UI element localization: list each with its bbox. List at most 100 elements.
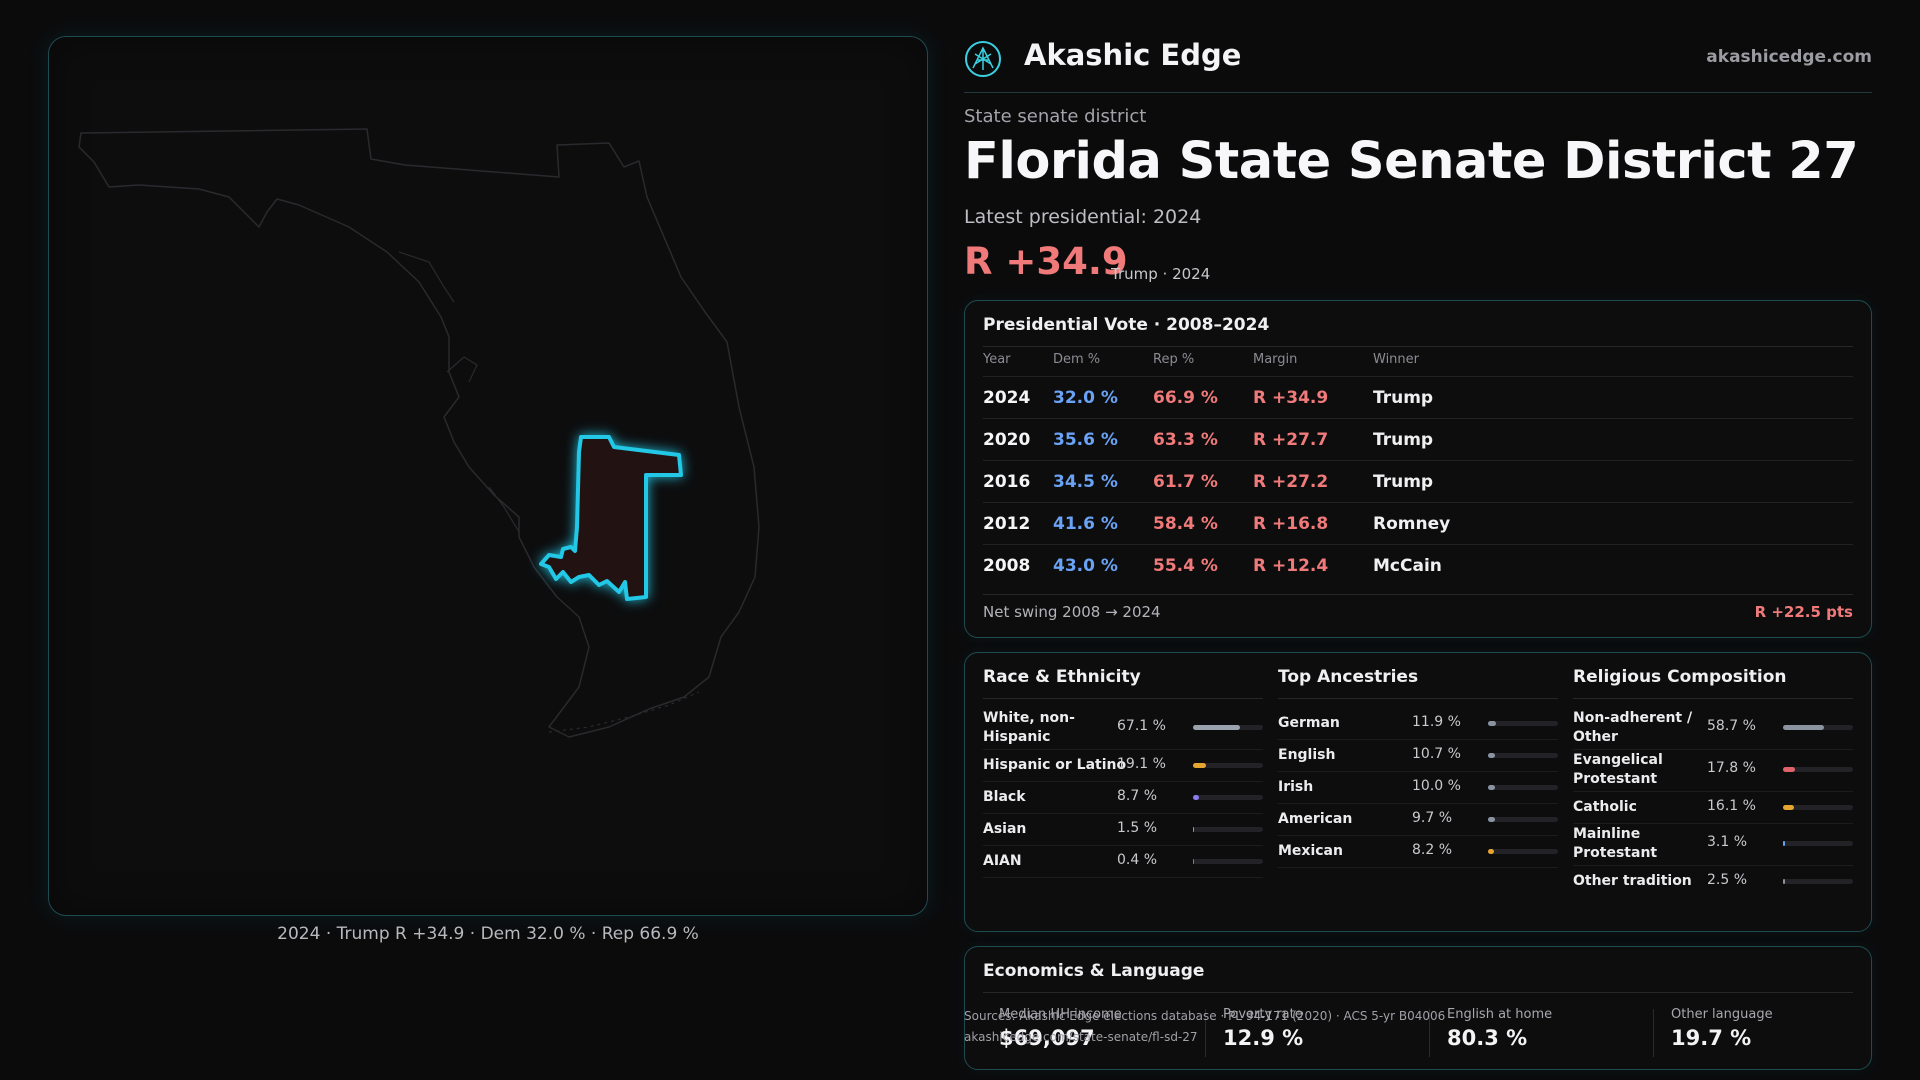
cell-dem: 35.6 % [1053, 430, 1118, 450]
cell-dem: 41.6 % [1053, 514, 1118, 534]
race-label: Black [983, 789, 1026, 805]
ancestry-pct: 10.0 % [1412, 778, 1461, 794]
stat-value: $69,097 [999, 1026, 1095, 1050]
stat-label: Median HH income [999, 1007, 1122, 1022]
right-column: Akashic Edge akashicedge.com State senat… [964, 36, 1872, 283]
race-row: Black 8.7 % [983, 781, 1263, 814]
headline-margin: R +34.9 [964, 240, 1128, 283]
swing-divider [983, 594, 1853, 595]
akashic-logo-icon[interactable] [964, 40, 1002, 78]
cell-dem: 43.0 % [1053, 556, 1118, 576]
stat-english-at-home: English at home 80.3 % [1447, 1007, 1647, 1050]
cell-year: 2020 [983, 430, 1031, 450]
cell-year: 2016 [983, 472, 1031, 492]
cell-winner: McCain [1373, 556, 1442, 576]
brand-url[interactable]: akashicedge.com [1706, 47, 1872, 67]
cell-year: 2024 [983, 388, 1031, 408]
ancestry-bar [1488, 753, 1558, 758]
card-divider [983, 346, 1853, 347]
stat-label: Poverty rate [1223, 1007, 1303, 1022]
table-row[interactable]: 2012 41.6 % 58.4 % R +16.8 Romney [983, 502, 1853, 545]
race-label: Hispanic or Latino [983, 757, 1127, 773]
cell-year: 2012 [983, 514, 1031, 534]
ancestry-bar [1488, 721, 1558, 726]
presidential-vote-card: Presidential Vote · 2008–2024 Year Dem %… [964, 300, 1872, 638]
religion-bar [1783, 879, 1853, 884]
table-row[interactable]: 2020 35.6 % 63.3 % R +27.7 Trump [983, 418, 1853, 461]
economics-card-title: Economics & Language [983, 961, 1205, 981]
ancestry-pct: 11.9 % [1412, 714, 1461, 730]
ancestry-label: German [1278, 715, 1340, 731]
religion-bar [1783, 805, 1853, 810]
religion-row: Evangelical Protestant 17.8 % [1573, 749, 1853, 792]
sources-footer: Sources: Akashic Edge elections database… [964, 1006, 1445, 1048]
ancestry-pct: 10.7 % [1412, 746, 1461, 762]
race-label: AIAN [983, 853, 1022, 869]
map-caption: 2024 · Trump R +34.9 · Dem 32.0 % · Rep … [277, 924, 699, 944]
religion-label: Mainline Protestant [1573, 826, 1658, 861]
religion-bar-fill [1783, 767, 1796, 772]
ancestry-pct: 9.7 % [1412, 810, 1453, 826]
keys-detail [548, 691, 700, 733]
cell-winner: Trump [1373, 388, 1434, 408]
cell-winner: Trump [1373, 472, 1434, 492]
stat-label: Other language [1671, 1007, 1773, 1022]
religion-label: Other tradition [1573, 873, 1692, 889]
sources-line: Sources: Akashic Edge elections database… [964, 1009, 1446, 1023]
religion-row: Mainline Protestant 3.1 % [1573, 823, 1853, 866]
cell-rep: 61.7 % [1153, 472, 1218, 492]
religion-pct: 16.1 % [1707, 798, 1756, 814]
col-header-dem: Dem % [1053, 352, 1101, 367]
ancestry-bar-fill [1488, 849, 1494, 854]
demographics-card: Race & Ethnicity White, non-Hispanic 67.… [964, 652, 1872, 932]
religion-bar [1783, 767, 1853, 772]
religion-bar-fill [1783, 879, 1785, 884]
cell-dem: 34.5 % [1053, 472, 1118, 492]
ancestry-row: Mexican 8.2 % [1278, 835, 1558, 868]
religion-bar [1783, 841, 1853, 846]
ancestry-label: Mexican [1278, 843, 1343, 859]
race-bar-fill [1193, 763, 1207, 768]
race-pct: 1.5 % [1117, 820, 1158, 836]
race-bar-fill [1193, 795, 1200, 800]
table-row[interactable]: 2016 34.5 % 61.7 % R +27.2 Trump [983, 460, 1853, 503]
col-header-rep: Rep % [1153, 352, 1195, 367]
florida-outline [78, 128, 760, 738]
col-header-year: Year [983, 352, 1011, 367]
district-27-shape[interactable] [539, 435, 683, 601]
brand-name[interactable]: Akashic Edge [1024, 38, 1242, 72]
religion-pct: 3.1 % [1707, 834, 1748, 850]
cell-winner: Romney [1373, 514, 1451, 534]
stat-separator [1429, 1009, 1430, 1057]
stat-label: English at home [1447, 1007, 1553, 1022]
ancestry-label: Irish [1278, 779, 1314, 795]
race-bar [1193, 725, 1263, 730]
religion-row: Other tradition 2.5 % [1573, 865, 1853, 897]
florida-map[interactable] [49, 37, 929, 917]
stat-separator [1205, 1009, 1206, 1057]
race-bar [1193, 763, 1263, 768]
cell-dem: 32.0 % [1053, 388, 1118, 408]
gulf-coast-detail [398, 251, 520, 533]
religion-pct: 58.7 % [1707, 718, 1756, 734]
ancestry-row: German 11.9 % [1278, 707, 1558, 740]
race-pct: 19.1 % [1117, 756, 1166, 772]
cell-margin: R +12.4 [1253, 556, 1329, 576]
source-url-link[interactable]: akashicedge.com/state-senate/fl-sd-27 [964, 1030, 1198, 1044]
stat-other-language: Other language 19.7 % [1671, 1007, 1871, 1050]
ancestry-bar-fill [1488, 753, 1496, 758]
race-label: White, non-Hispanic [983, 710, 1075, 745]
religion-bar-fill [1783, 841, 1786, 846]
stat-poverty-rate: Poverty rate 12.9 % [1223, 1007, 1423, 1050]
section-divider [1278, 698, 1558, 699]
ancestry-bar-fill [1488, 721, 1497, 726]
map-panel[interactable] [48, 36, 928, 916]
table-row[interactable]: 2008 43.0 % 55.4 % R +12.4 McCain [983, 544, 1853, 587]
card-divider [983, 992, 1853, 993]
net-swing-label: Net swing 2008 → 2024 [983, 603, 1161, 621]
col-header-margin: Margin [1253, 352, 1298, 367]
table-row[interactable]: 2024 32.0 % 66.9 % R +34.9 Trump [983, 376, 1853, 419]
race-bar [1193, 827, 1263, 832]
race-pct: 67.1 % [1117, 718, 1166, 734]
race-pct: 8.7 % [1117, 788, 1158, 804]
